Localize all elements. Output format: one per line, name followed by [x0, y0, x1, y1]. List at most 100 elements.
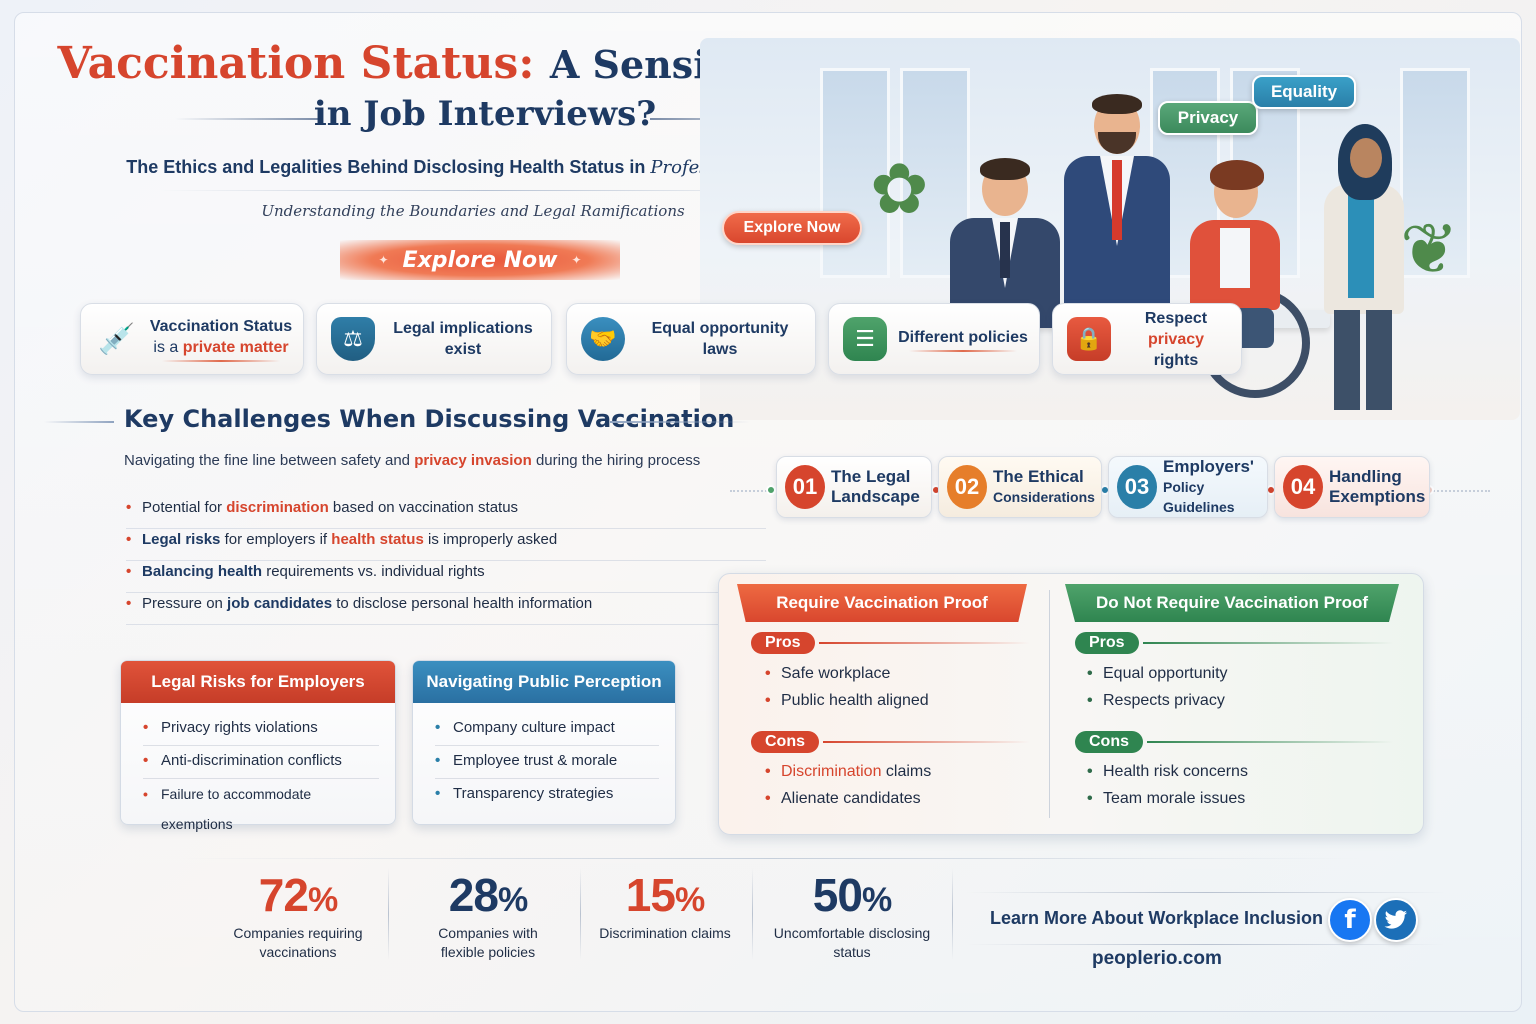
feature-label: Legal implications [393, 320, 533, 337]
sparkle-icon: ✦ [571, 253, 582, 267]
feature-sublabel: is a [153, 339, 179, 356]
pros-badge: Pros [1075, 632, 1139, 654]
list-item: Potential for discrimination based on va… [126, 497, 766, 529]
list-item: Pressure on job candidates to disclose p… [126, 593, 766, 625]
feature-card-legal-implications[interactable]: ⚖ Legal implications exist [316, 303, 552, 375]
stat-label: Companies with flexible policies [438, 925, 538, 960]
key-challenges-intro: Navigating the fine line between safety … [124, 452, 700, 469]
cons-rule [823, 741, 1029, 743]
hero-explore-now-button[interactable]: Explore Now [722, 211, 862, 245]
legal-risks-title: Legal Risks for Employers [121, 661, 395, 703]
feature-label: Equal opportunity laws [651, 320, 789, 358]
list-item: Employee trust & morale [435, 746, 659, 779]
list-item: Balancing health requirements vs. indivi… [126, 561, 766, 593]
challenges-list: Potential for discrimination based on va… [126, 497, 766, 625]
step-number: 02 [947, 465, 987, 509]
feature-card-different-policies[interactable]: ☰ Different policies [828, 303, 1040, 375]
list-item: Health risk concerns [1087, 758, 1248, 785]
step-policy-guidelines[interactable]: 03 Employers' Policy Guidelines [1108, 456, 1268, 518]
step-number: 01 [785, 465, 825, 509]
not-require-proof-title: Do Not Require Vaccination Proof [1065, 584, 1399, 622]
connector-dot [766, 485, 776, 495]
stat-value: 15% [625, 869, 705, 921]
learn-more-link[interactable]: Learn More About Workplace Inclusion [990, 908, 1324, 928]
cons-rule [1147, 741, 1393, 743]
stat-uncomfortable-disclosing: 50% Uncomfortable disclosing status [762, 868, 942, 962]
vaccine-syringe-icon: 💉 [98, 322, 136, 356]
list-item: Company culture impact [435, 713, 659, 746]
pros-badge: Pros [751, 632, 815, 654]
sparkle-icon: ✦ [378, 253, 389, 267]
feature-sublabel: exist [444, 341, 482, 358]
feature-label: Vaccination Status [149, 318, 293, 335]
not-require-pros-list: Equal opportunity Respects privacy [1087, 660, 1228, 714]
pros-rule [819, 642, 1029, 644]
intro-text: Navigating the fine line between safety … [124, 452, 411, 469]
comparison-divider [1049, 590, 1050, 818]
title-divider-left [175, 118, 320, 120]
intro-highlight: privacy invasion [414, 452, 532, 469]
plant-icon: ❦ [1400, 210, 1459, 288]
privacy-tag: Privacy [1158, 101, 1258, 135]
list-item: Team morale issues [1087, 785, 1248, 812]
stat-value: 50% [812, 869, 892, 921]
section-divider [610, 421, 750, 423]
facebook-icon[interactable]: f [1328, 898, 1372, 942]
require-cons-list: Discrimination claims Alienate candidate… [765, 758, 931, 812]
stat-value: 72% [258, 869, 338, 921]
handshake-icon: 🤝 [581, 317, 625, 361]
public-perception-card: Navigating Public Perception Company cul… [412, 660, 676, 825]
cons-badge: Cons [751, 731, 819, 753]
feature-card-respect-privacy[interactable]: 🔒 Respect privacy rights [1052, 303, 1242, 375]
hijab-woman-figure [1320, 124, 1410, 414]
list-item: Discrimination claims [765, 758, 931, 785]
intro-text: during the hiring process [535, 452, 701, 469]
step-ethical-considerations[interactable]: 02 The Ethical Considerations [938, 456, 1102, 518]
plant-icon: ✿ [870, 150, 929, 228]
explore-now-button[interactable]: ✦ Explore Now ✦ [340, 240, 620, 280]
feature-underline [908, 349, 1018, 352]
list-item: Respects privacy [1087, 687, 1228, 714]
website-link[interactable]: peoplerio.com [1092, 948, 1222, 969]
stat-separator [580, 868, 581, 960]
feature-card-private-matter[interactable]: 💉 Vaccination Status is a private matter [80, 303, 304, 375]
list-item: Failure to accommodate exemptions [143, 779, 379, 832]
title-highlight: Vaccination Status: [57, 38, 535, 89]
subtitle-divider [160, 190, 810, 191]
stats-divider [180, 858, 1360, 859]
stat-separator [752, 868, 753, 960]
scales-shield-icon: ⚖ [331, 317, 375, 361]
step-handling-exemptions[interactable]: 04 Handling Exemptions [1274, 456, 1430, 518]
twitter-icon[interactable] [1374, 898, 1418, 942]
step-legal-landscape[interactable]: 01 The Legal Landscape [776, 456, 932, 518]
feature-highlight: privacy [1147, 330, 1205, 348]
list-item: Transparency strategies [435, 779, 659, 812]
lock-icon: 🔒 [1067, 317, 1111, 361]
feature-label: Respect [1144, 309, 1208, 327]
feature-sublabel: rights [1153, 351, 1199, 369]
stat-label: Companies requiring vaccinations [233, 925, 363, 960]
stat-discrimination-claims: 15% Discrimination claims [590, 868, 740, 943]
legal-risks-card: Legal Risks for Employers Privacy rights… [120, 660, 396, 832]
public-perception-title: Navigating Public Perception [413, 661, 675, 703]
list-item: Alienate candidates [765, 785, 931, 812]
feature-underline [161, 360, 281, 362]
require-proof-title: Require Vaccination Proof [737, 584, 1027, 622]
list-item: Public health aligned [765, 687, 929, 714]
public-perception-list: Company culture impact Employee trust & … [413, 703, 675, 812]
document-list-icon: ☰ [843, 317, 887, 361]
feature-card-equal-opportunity[interactable]: 🤝 Equal opportunity laws [566, 303, 816, 375]
equality-tag: Equality [1252, 75, 1356, 109]
stat-value: 28% [448, 869, 528, 921]
title-line-2: in Job Interviews? [313, 94, 657, 134]
require-pros-list: Safe workplace Public health aligned [765, 660, 929, 714]
stat-flexible-policies: 28% Companies with flexible policies [400, 868, 576, 962]
stat-companies-requiring: 72% Companies requiring vaccinations [210, 868, 386, 962]
step-number: 04 [1283, 465, 1323, 509]
not-require-cons-list: Health risk concerns Team morale issues [1087, 758, 1248, 812]
twitter-bird-glyph [1384, 910, 1407, 929]
key-challenges-title: Key Challenges When Discussing Vaccinati… [124, 405, 735, 433]
footer-divider [966, 892, 1446, 893]
stat-separator [952, 868, 953, 960]
feature-label: Different policies [898, 328, 1028, 346]
